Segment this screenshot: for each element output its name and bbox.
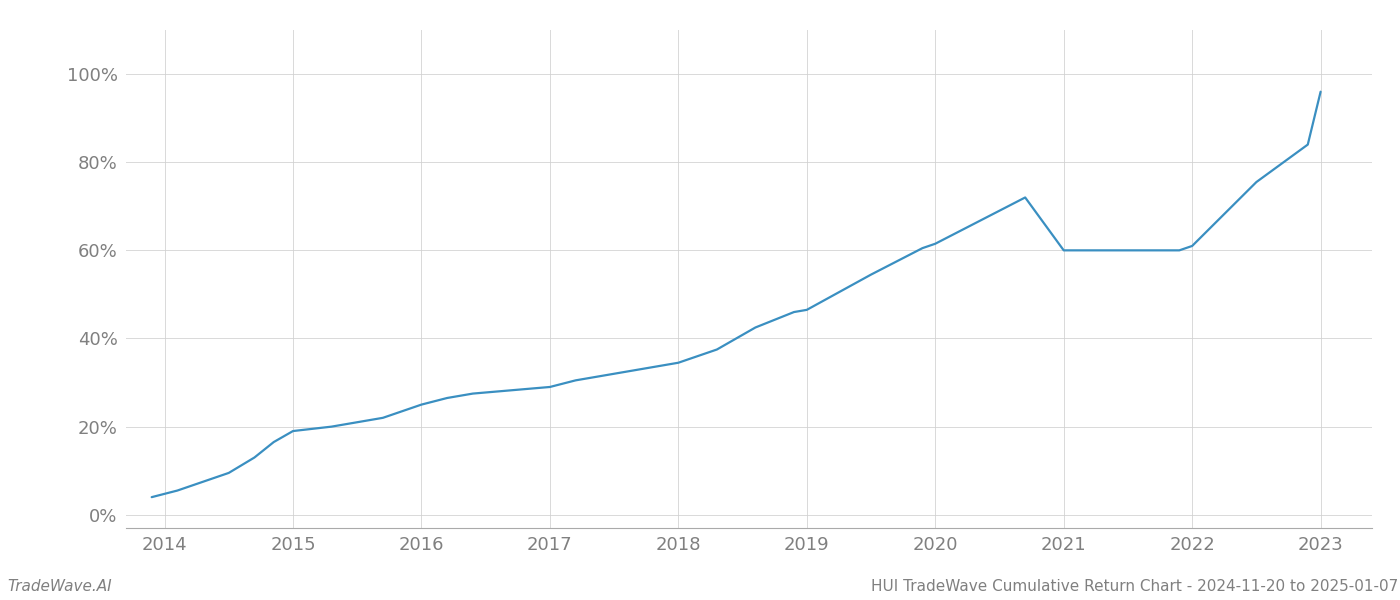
Text: HUI TradeWave Cumulative Return Chart - 2024-11-20 to 2025-01-07: HUI TradeWave Cumulative Return Chart - …: [871, 579, 1399, 594]
Text: TradeWave.AI: TradeWave.AI: [7, 579, 112, 594]
